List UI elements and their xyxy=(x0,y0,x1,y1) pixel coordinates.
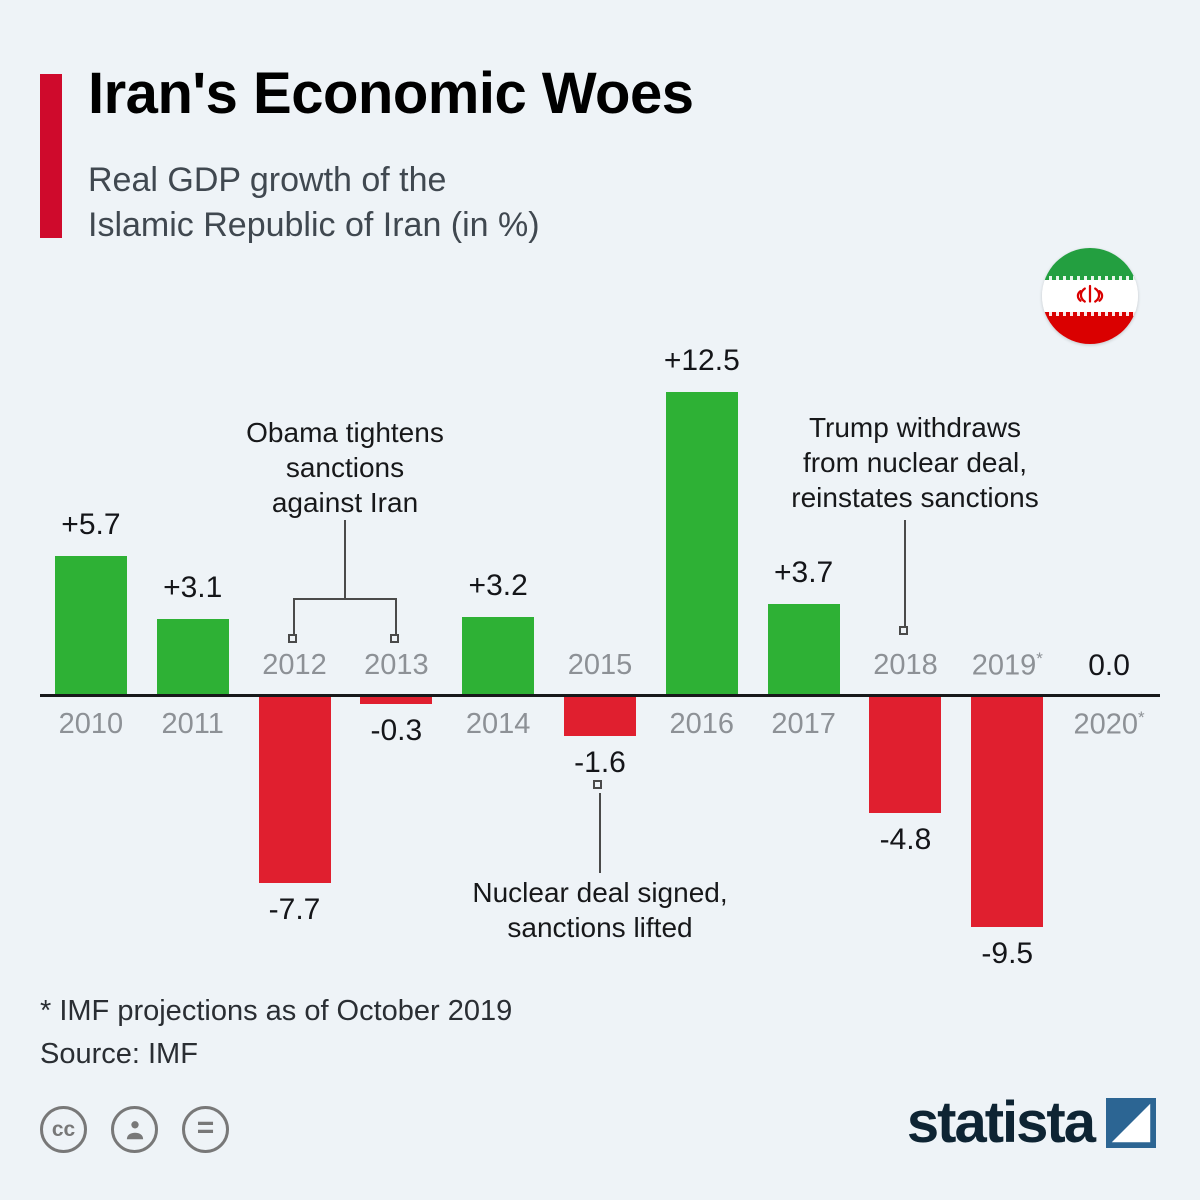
annotation-connector-line xyxy=(344,520,346,598)
year-label-2020: 2020* xyxy=(1073,708,1145,741)
value-label-2019: -9.5 xyxy=(981,936,1034,970)
value-label-2018: -4.8 xyxy=(879,823,932,857)
no-derivatives-icon[interactable]: = xyxy=(182,1106,229,1153)
bar-2010 xyxy=(54,556,127,694)
year-label-2015: 2015 xyxy=(567,649,633,681)
year-label-2018: 2018 xyxy=(873,649,938,681)
value-label-2012: -7.7 xyxy=(268,893,321,927)
value-label-2016: +12.5 xyxy=(663,343,740,377)
annotation-marker-square xyxy=(390,634,399,643)
statista-wordmark: statista xyxy=(906,1090,1096,1155)
value-label-2015: -1.6 xyxy=(574,745,626,779)
year-label-2014: 2014 xyxy=(465,708,531,740)
flag-white-stripe xyxy=(1042,279,1138,313)
gdp-bar-chart: Obama tightens sanctions against Iran Tr… xyxy=(40,330,1160,1030)
value-label-2013: -0.3 xyxy=(370,714,423,748)
value-label-2020: 0.0 xyxy=(1088,649,1130,682)
bar-2013 xyxy=(360,697,433,705)
year-label-2010: 2010 xyxy=(58,708,124,740)
bar-2011 xyxy=(156,618,229,694)
value-label-2011: +3.1 xyxy=(163,570,223,604)
annotation-connector-line xyxy=(293,598,295,636)
year-label-2017: 2017 xyxy=(771,708,836,740)
statista-logo[interactable]: statista xyxy=(907,1094,1156,1152)
page-subtitle: Real GDP growth of the Islamic Republic … xyxy=(88,161,540,244)
bar-2016 xyxy=(665,391,738,694)
bar-2017 xyxy=(767,604,840,694)
zero-axis-line xyxy=(40,694,1160,697)
annotation-connector-line xyxy=(293,598,397,600)
iran-flag-icon xyxy=(1042,248,1138,344)
bar-2012 xyxy=(258,697,331,884)
footnote: * IMF projections as of October 2019 xyxy=(40,995,513,1027)
value-label-2010: +5.7 xyxy=(61,508,121,542)
annotation-marker-square xyxy=(593,780,602,789)
year-label-2012: 2012 xyxy=(262,649,327,681)
bar-2015 xyxy=(564,697,636,736)
year-label-2011: 2011 xyxy=(161,708,224,740)
license-icons: cc = xyxy=(40,1106,229,1153)
bar-2018 xyxy=(869,697,942,814)
annotation-obama-sanctions: Obama tightens sanctions against Iran xyxy=(246,417,444,518)
year-label-2016: 2016 xyxy=(669,708,735,740)
statista-logo-mark xyxy=(1106,1098,1156,1148)
value-label-2014: +3.2 xyxy=(468,568,528,602)
flag-red-stripe xyxy=(1042,312,1138,344)
flag-green-stripe xyxy=(1042,248,1138,280)
annotation-connector-line xyxy=(599,793,601,873)
annotation-connector-line xyxy=(395,598,397,636)
value-label-2017: +3.7 xyxy=(774,556,834,590)
annotation-marker-square xyxy=(899,626,908,635)
person-glyph xyxy=(126,1120,143,1139)
annotation-marker-square xyxy=(288,634,297,643)
annotation-nuclear-deal: Nuclear deal signed, sanctions lifted xyxy=(472,877,728,943)
bar-2019 xyxy=(971,697,1044,927)
year-label-2019: 2019* xyxy=(971,649,1043,682)
bar-2014 xyxy=(462,616,535,694)
year-label-2013: 2013 xyxy=(364,649,429,681)
annotation-trump-withdrawal: Trump withdraws from nuclear deal, reins… xyxy=(791,412,1039,513)
page-title: Iran's Economic Woes xyxy=(88,61,694,126)
title-accent-bar xyxy=(40,74,62,238)
cc-icon[interactable]: cc xyxy=(40,1106,87,1153)
annotation-connector-line xyxy=(904,520,906,626)
iran-emblem-icon xyxy=(1076,285,1104,304)
source-line: Source: IMF xyxy=(40,1038,198,1070)
attribution-person-icon[interactable] xyxy=(111,1106,158,1153)
